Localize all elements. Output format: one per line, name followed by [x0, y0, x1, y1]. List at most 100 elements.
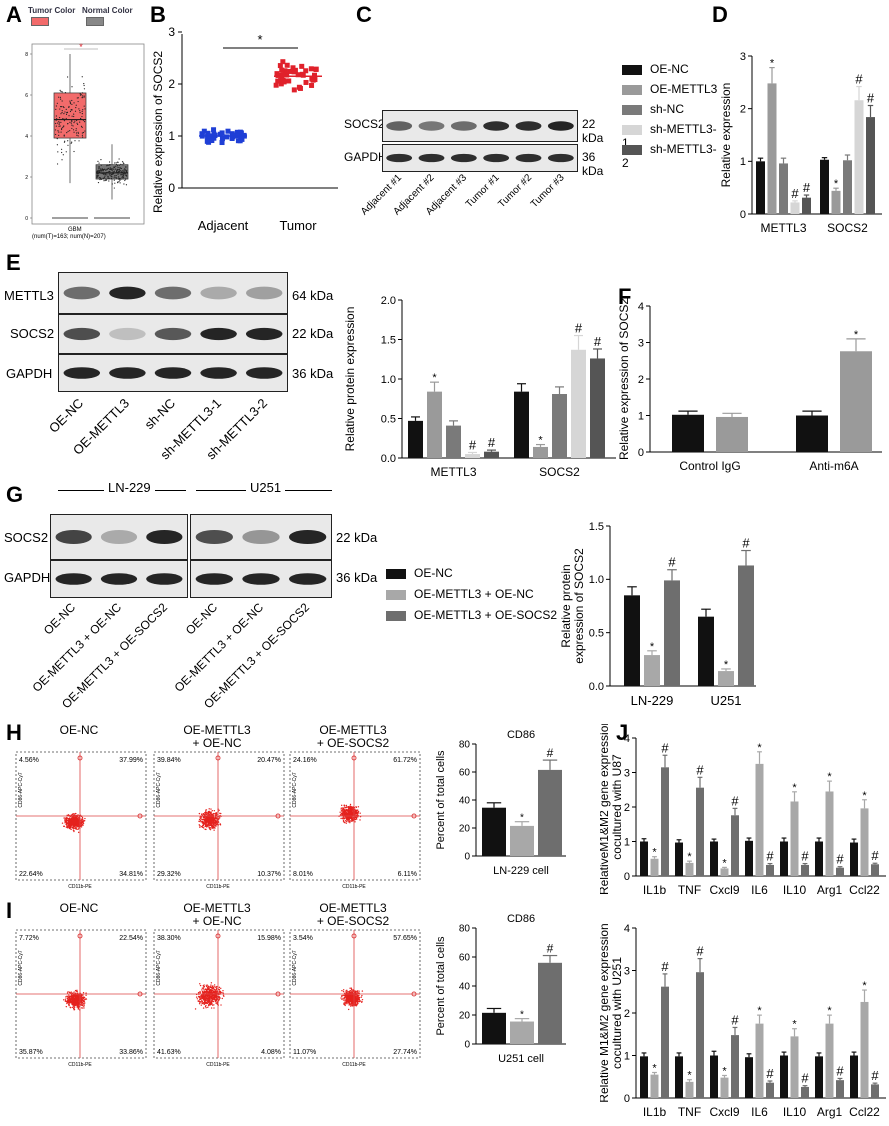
event-point — [77, 828, 80, 830]
adjacent-point — [205, 130, 211, 136]
event-point — [212, 1000, 215, 1003]
x-axis-label: U251 cell — [498, 1053, 544, 1065]
event-point — [68, 1000, 71, 1003]
normal-point — [123, 183, 125, 185]
event-point — [216, 818, 218, 820]
panel-label-a: A — [6, 2, 22, 27]
band — [195, 573, 233, 585]
x-tick-label: Ccl22 — [849, 883, 880, 897]
event-point — [70, 999, 72, 1001]
tumor-point — [66, 112, 68, 114]
event-point — [78, 826, 80, 828]
event-point — [197, 1000, 200, 1002]
tumor-point — [63, 119, 66, 122]
normal-point — [114, 174, 116, 177]
event-point — [201, 1000, 203, 1003]
normal-point — [97, 160, 99, 162]
normal-point — [125, 171, 127, 173]
significance-mark: # — [594, 334, 602, 349]
bar — [843, 160, 852, 214]
tumor-point — [63, 141, 66, 143]
event-point — [83, 996, 86, 998]
event-point — [352, 1003, 354, 1005]
event-point — [209, 1002, 212, 1004]
event-point — [203, 994, 205, 997]
normal-point — [109, 168, 111, 170]
tumor-point — [277, 63, 283, 69]
event-point — [205, 999, 207, 1001]
panel-a: Tumor Color Normal Color 0 2 4 6 8 * GBM (nu… — [20, 4, 150, 244]
row-label-gapdh: GAPDH — [344, 150, 387, 164]
event-point — [202, 812, 205, 815]
event-point — [349, 803, 352, 806]
event-point — [205, 814, 207, 816]
tumor-point — [75, 104, 77, 106]
event-point — [215, 823, 217, 826]
event-point — [70, 819, 72, 821]
normal-point — [117, 169, 119, 171]
x-tick-label: Arg1 — [817, 883, 843, 897]
event-point — [206, 1002, 209, 1005]
event-point — [212, 997, 214, 999]
event-point — [198, 991, 200, 994]
event-point — [348, 806, 350, 808]
event-point — [71, 816, 74, 819]
event-point — [354, 810, 356, 813]
band — [418, 121, 445, 131]
bar-chart-d: 0 1 2 3 Relative expression * # # METTL3 * # # SOCS2 — [719, 51, 882, 235]
y-tick-label: 1 — [624, 836, 630, 848]
normal-point — [121, 170, 123, 172]
event-point — [206, 819, 209, 822]
event-point — [355, 1003, 357, 1005]
event-point — [66, 826, 69, 828]
event-point — [81, 822, 83, 824]
normal-point — [123, 171, 126, 174]
event-point — [222, 992, 224, 994]
event-point — [345, 820, 348, 823]
tumor-point — [72, 125, 74, 127]
event-point — [352, 1004, 354, 1007]
tumor-point — [73, 102, 75, 104]
normal-point — [121, 171, 124, 174]
quadrant-q4: 4.08% — [261, 1049, 281, 1056]
tumor-point — [291, 69, 297, 75]
x-tick-label: METTL3 — [430, 465, 476, 479]
adjacent-point — [225, 128, 231, 134]
tumor-point — [78, 140, 80, 142]
event-point — [199, 983, 201, 985]
tumor-point — [303, 79, 309, 85]
normal-point — [118, 180, 120, 183]
normal-point — [111, 167, 113, 170]
significance-mark: # — [836, 852, 844, 867]
x-tick-label: Control IgG — [679, 459, 740, 473]
event-point — [212, 814, 214, 816]
tumor-point — [77, 123, 79, 125]
band — [418, 153, 445, 163]
normal-point — [106, 165, 108, 167]
blot-socs2-u251 — [190, 514, 332, 560]
event-point — [350, 987, 353, 989]
tumor-point — [55, 105, 57, 107]
tumor-point — [56, 144, 58, 146]
significance-mark: * — [827, 771, 832, 783]
normal-point — [97, 181, 100, 184]
bar — [745, 840, 753, 876]
event-point — [199, 826, 201, 828]
event-point — [357, 806, 360, 808]
normal-point — [96, 175, 98, 177]
event-point — [73, 830, 75, 833]
event-point — [207, 1001, 209, 1003]
tumor-point — [67, 130, 69, 133]
event-point — [345, 998, 348, 1000]
event-point — [205, 809, 208, 811]
legend-normal-label: Normal Color — [82, 6, 133, 15]
tumor-point — [76, 119, 78, 122]
normal-point — [122, 178, 124, 180]
event-point — [210, 986, 212, 989]
event-point — [72, 822, 75, 825]
event-point — [204, 811, 206, 814]
flow-panels-h: OE-NC 4.56% 37.99% 22.64% 34.81% CD11b-PE CD86… — [0, 724, 430, 894]
normal-point — [125, 172, 127, 174]
bar — [685, 862, 694, 876]
event-point — [68, 997, 71, 999]
